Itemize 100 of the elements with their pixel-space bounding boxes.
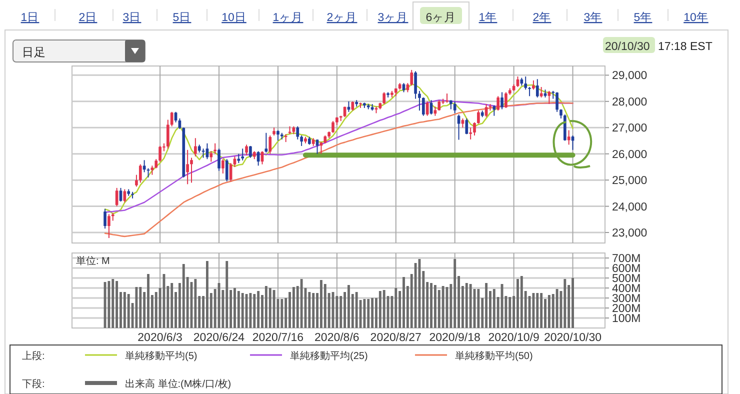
bar — [520, 276, 523, 328]
bar — [367, 299, 370, 328]
y-tick-label: 100M — [612, 313, 641, 325]
candlestick — [453, 100, 456, 114]
candlestick — [500, 92, 504, 110]
bar — [564, 279, 566, 328]
y-tick-label: 24,000 — [612, 201, 648, 214]
bar — [320, 280, 322, 328]
text: 1ヶ月 — [272, 11, 304, 24]
bar — [371, 298, 374, 328]
bar — [378, 291, 382, 328]
bar — [508, 297, 512, 328]
candlestick — [382, 92, 386, 105]
candlestick — [473, 122, 476, 136]
candlestick — [210, 150, 213, 162]
annotation: 単位: M — [76, 255, 110, 267]
candlestick — [119, 187, 122, 202]
candlestick — [174, 111, 178, 123]
legend-title: 上段: — [22, 350, 45, 362]
candlestick — [241, 148, 244, 161]
candlestick — [276, 130, 280, 142]
candlestick — [414, 70, 417, 100]
candlestick — [218, 148, 220, 172]
bar — [249, 293, 252, 328]
bar — [532, 293, 535, 328]
bar — [363, 299, 366, 328]
bar — [300, 279, 303, 328]
candlestick — [410, 69, 414, 86]
candlestick — [300, 134, 303, 146]
bar — [147, 274, 150, 328]
bar — [414, 263, 417, 328]
y-tick-label: 400M — [612, 283, 641, 295]
bar — [127, 294, 130, 328]
bar — [308, 292, 311, 328]
candlestick — [556, 92, 558, 112]
y-tick-label: 700M — [612, 253, 641, 265]
y-tick-label: 26,000 — [612, 148, 648, 161]
x-tick-label: 2020/7/16 — [252, 332, 304, 344]
candlestick — [434, 106, 437, 116]
bar — [355, 292, 358, 328]
text: 3年 — [584, 11, 602, 24]
bar — [442, 286, 444, 328]
candlestick — [438, 100, 441, 112]
candlestick — [418, 90, 421, 112]
text: 20/10/30 — [605, 41, 650, 53]
candlestick — [496, 96, 500, 112]
bar — [434, 285, 436, 328]
y-tick-label: 25,000 — [612, 175, 648, 188]
candlestick — [469, 127, 472, 140]
candlestick — [142, 160, 146, 173]
candlestick — [158, 145, 162, 162]
text: 5年 — [634, 11, 652, 24]
candlestick — [245, 144, 248, 156]
bar — [348, 285, 350, 328]
candlestick — [249, 145, 252, 158]
x-tick-label: 2020/10/9 — [488, 332, 540, 344]
bar — [312, 293, 315, 328]
text: 10日 — [222, 11, 246, 24]
bar — [477, 289, 480, 328]
y-tick-label: 29,000 — [612, 70, 648, 82]
y-tick-label: 300M — [612, 293, 641, 305]
bar — [394, 288, 398, 328]
text: 日足 — [22, 46, 46, 59]
candlestick — [135, 174, 138, 188]
bar — [382, 290, 386, 328]
bar — [430, 283, 432, 328]
y-tick-label: 27,000 — [612, 122, 648, 135]
candlestick — [484, 104, 488, 118]
bar — [237, 291, 240, 328]
text: 5日 — [172, 11, 192, 24]
bar — [139, 287, 142, 328]
x-tick-label: 2020/9/18 — [429, 332, 480, 344]
bar — [182, 264, 185, 328]
bar — [272, 290, 276, 328]
y-tick-label: 23,000 — [612, 228, 648, 240]
candlestick — [104, 208, 106, 230]
candlestick — [296, 126, 300, 140]
candlestick — [222, 158, 224, 174]
bar — [548, 295, 550, 328]
bar — [253, 294, 256, 328]
bar — [485, 283, 488, 328]
bar — [123, 292, 126, 328]
candlestick — [233, 156, 236, 168]
candlestick — [150, 165, 154, 176]
text: 17:18 EST — [658, 41, 712, 53]
bar — [257, 291, 260, 328]
candlestick — [268, 134, 272, 154]
bar — [324, 284, 326, 328]
candlestick — [332, 120, 334, 134]
candlestick — [524, 76, 528, 90]
candlestick — [186, 149, 189, 185]
x-tick-label: 2020/10/30 — [544, 332, 602, 344]
candlestick — [237, 153, 240, 164]
candlestick — [166, 119, 170, 150]
bar — [556, 289, 558, 328]
candlestick — [343, 106, 346, 118]
legend-title: 下段: — [22, 378, 45, 390]
bar — [454, 259, 456, 328]
candlestick — [422, 96, 425, 116]
text: 2ヶ月 — [326, 11, 358, 24]
